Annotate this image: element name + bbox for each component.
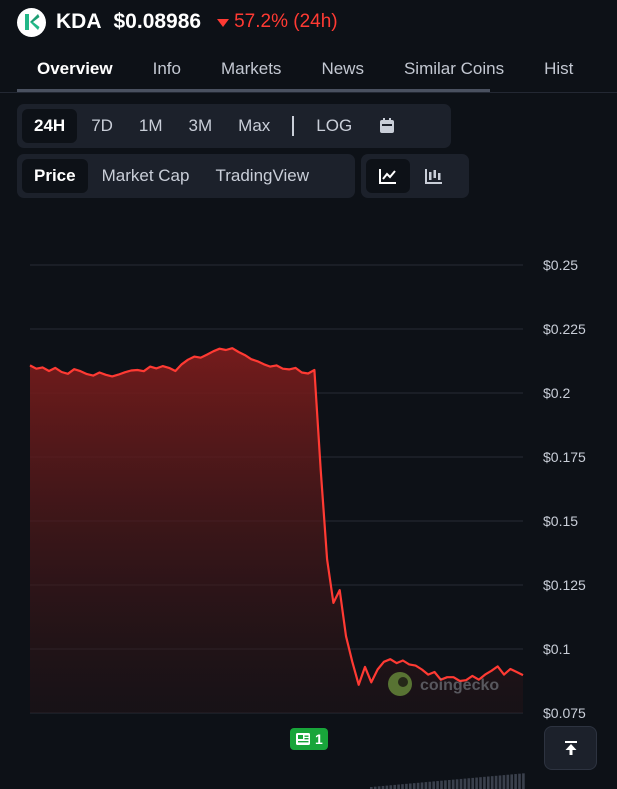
tab-divider	[0, 92, 617, 93]
y-tick-label: $0.075	[543, 705, 586, 721]
y-tick-label: $0.225	[543, 321, 586, 337]
price-area	[30, 348, 523, 713]
volume-bar	[448, 780, 451, 789]
chart-type-selector	[361, 154, 469, 198]
volume-bar	[397, 784, 400, 789]
volume-bar	[373, 786, 377, 789]
volume-bar	[401, 784, 404, 789]
volume-bar	[506, 774, 510, 789]
metric-selector: Price Market Cap TradingView	[17, 154, 355, 198]
volume-bar	[440, 780, 443, 789]
volume-bar	[385, 785, 389, 789]
volume-bar	[471, 777, 474, 789]
volume-bar	[498, 775, 502, 789]
tab-markets[interactable]: Markets	[220, 59, 282, 78]
calendar-button[interactable]	[366, 109, 408, 143]
y-tick-label: $0.1	[543, 641, 570, 657]
candlestick-chart-button[interactable]	[412, 159, 456, 193]
volume-bar	[377, 786, 381, 789]
volume-bar	[518, 773, 521, 789]
tab-bar: Overview Info Markets News Similar Coins…	[17, 48, 617, 92]
price-change: 57.2% (24h)	[217, 11, 338, 33]
volume-bar	[510, 774, 513, 789]
volume-bar	[483, 776, 486, 789]
metric-market-cap-button[interactable]: Market Cap	[101, 166, 190, 185]
range-7d-button[interactable]: 7D	[91, 116, 113, 135]
tab-news[interactable]: News	[321, 59, 364, 78]
watermark-text: coingecko	[420, 677, 499, 694]
line-chart-icon	[379, 169, 396, 184]
volume-bar	[467, 778, 471, 789]
news-marker[interactable]: 1	[290, 728, 328, 750]
volume-bar	[487, 776, 490, 789]
scroll-to-top-button[interactable]	[544, 726, 597, 770]
line-chart-button[interactable]	[366, 159, 410, 193]
coin-price: $0.08986	[113, 10, 202, 33]
volume-bar	[428, 781, 432, 789]
y-tick-label: $0.2	[543, 385, 570, 401]
volume-bar	[455, 779, 459, 789]
volume-bar	[393, 784, 396, 789]
volume-bar	[389, 785, 393, 789]
tab-overview[interactable]: Overview	[17, 48, 133, 92]
newspaper-icon	[296, 733, 310, 745]
volume-bar	[459, 778, 463, 789]
range-max-button[interactable]: Max	[238, 116, 271, 135]
volume-bar	[370, 787, 373, 789]
range-24h-button[interactable]: 24H	[22, 109, 78, 143]
kadena-logo-icon	[17, 7, 46, 37]
metric-price-button[interactable]: Price	[22, 159, 88, 193]
volume-bar	[420, 782, 424, 789]
range-1m-button[interactable]: 1M	[138, 116, 163, 135]
volume-bar	[475, 777, 478, 789]
volume-bar	[436, 781, 439, 789]
volume-bar	[451, 779, 455, 789]
coingecko-watermark: coingecko	[388, 672, 499, 696]
candlestick-icon	[425, 169, 442, 184]
price-line	[29, 347, 524, 686]
range-3m-button[interactable]: 3M	[188, 116, 213, 135]
volume-bar	[416, 782, 420, 789]
news-count: 1	[315, 731, 323, 747]
volume-bar	[412, 783, 416, 789]
coin-header: KDA $0.08986 57.2% (24h)	[17, 6, 338, 38]
volume-bar	[514, 774, 517, 789]
volume-bar	[405, 783, 408, 789]
volume-bar	[424, 782, 428, 789]
calendar-icon	[380, 118, 395, 133]
tab-info[interactable]: Info	[152, 59, 181, 78]
volume-bar	[381, 785, 385, 789]
log-scale-button[interactable]: LOG	[316, 116, 353, 135]
volume-bar	[463, 778, 467, 789]
volume-bar	[444, 780, 447, 789]
volume-bar	[494, 775, 498, 789]
time-range-selector: 24H 7D 1M 3M Max LOG	[17, 104, 451, 148]
volume-bar	[409, 783, 412, 789]
volume-bar	[522, 773, 525, 789]
metric-tradingview-button[interactable]: TradingView	[215, 166, 310, 185]
volume-bar	[490, 776, 494, 789]
arrow-up-to-top-icon	[564, 741, 577, 755]
tab-historical[interactable]: Hist	[544, 59, 574, 78]
price-change-value: 57.2% (24h)	[234, 11, 338, 32]
y-tick-label: $0.25	[543, 257, 578, 273]
y-tick-label: $0.125	[543, 577, 586, 593]
volume-bar	[479, 777, 482, 789]
tab-scroll-track	[17, 89, 490, 92]
coin-symbol: KDA	[56, 10, 102, 33]
range-divider	[292, 116, 295, 136]
y-tick-label: $0.15	[543, 513, 578, 529]
price-chart[interactable]: $0.25 $0.225 $0.2 $0.175 $0.15 $0.125 $0.1 $0.0…	[0, 200, 617, 789]
tab-similar-coins[interactable]: Similar Coins	[403, 59, 505, 78]
caret-down-icon	[217, 19, 230, 27]
volume-bar	[502, 775, 506, 789]
volume-bar	[432, 781, 435, 789]
y-tick-label: $0.175	[543, 449, 586, 465]
